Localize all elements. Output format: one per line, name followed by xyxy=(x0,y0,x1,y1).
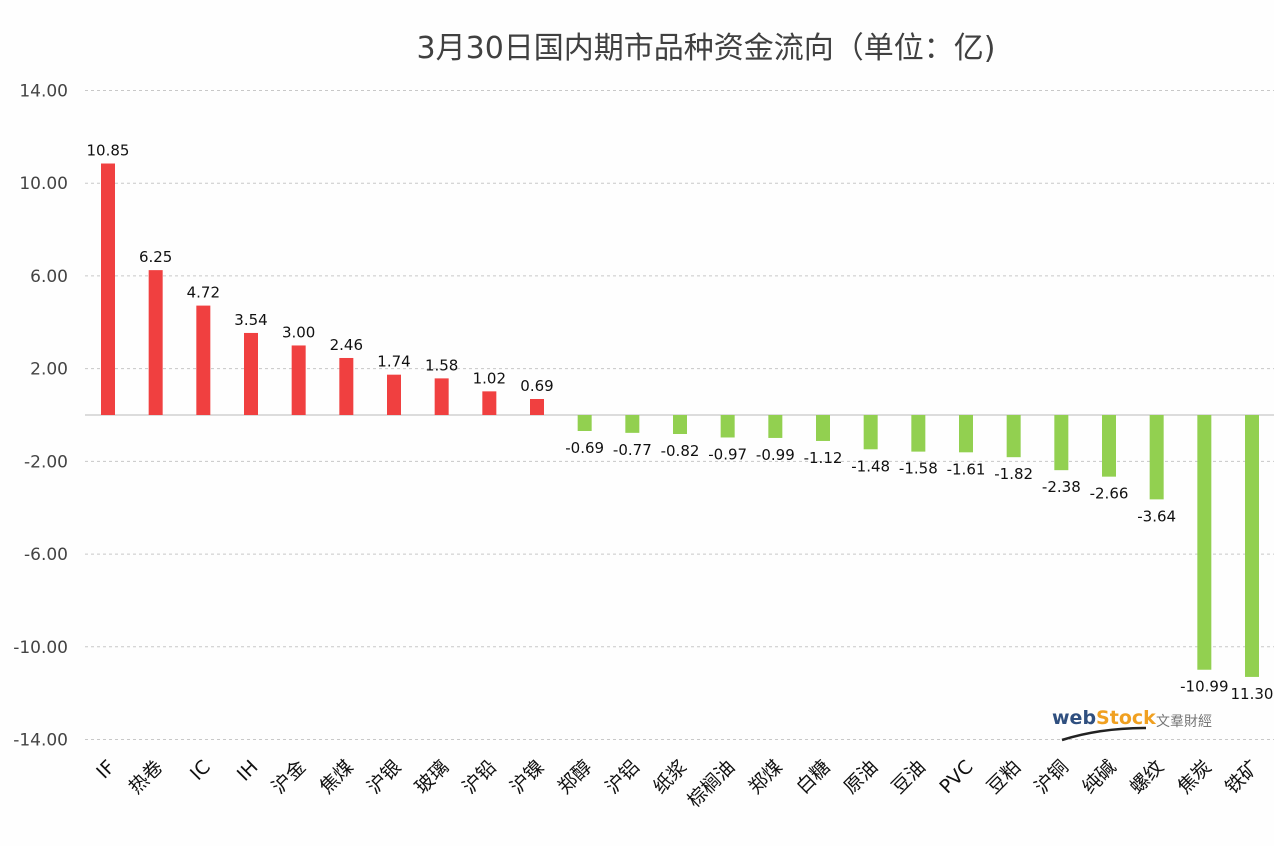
x-tick-label: 白糖 xyxy=(792,756,834,798)
x-tick-label: 棕榈油 xyxy=(683,756,739,812)
bar-棕榈油 xyxy=(720,415,735,438)
data-label: -3.64 xyxy=(1137,507,1176,525)
y-tick-label: -6.00 xyxy=(24,545,68,565)
watermark-logo: webStock 文羣財經 xyxy=(1052,707,1212,742)
x-tick-label: 豆油 xyxy=(887,756,929,798)
bar-玻璃 xyxy=(434,378,449,415)
x-tick-label: IC xyxy=(186,756,215,785)
data-label: -0.97 xyxy=(708,445,747,463)
x-tick-label: 玻璃 xyxy=(411,756,453,798)
bar-原油 xyxy=(863,415,878,450)
data-labels: 10.85 6.25 4.72 3.54 3.00 2.46 1.74 1.58 1.02 0.6… xyxy=(87,142,1274,703)
bar-沪金 xyxy=(291,345,306,415)
bar-郑煤 xyxy=(768,415,783,438)
x-tick-label: 郑煤 xyxy=(744,756,786,798)
y-tick-label: 6.00 xyxy=(30,267,68,287)
x-tick-label: 焦炭 xyxy=(1173,756,1215,798)
data-label: 11.30 xyxy=(1231,685,1274,703)
data-label: 1.74 xyxy=(377,353,410,371)
bar-沪铜 xyxy=(1054,415,1069,471)
data-label: -1.82 xyxy=(994,465,1033,483)
data-label: -0.82 xyxy=(661,442,700,460)
bar-螺纹 xyxy=(1149,415,1164,500)
x-tick-label: 铁矿 xyxy=(1221,756,1263,798)
data-label: 1.02 xyxy=(473,369,506,387)
bar-热卷 xyxy=(148,270,163,415)
bar-纯碱 xyxy=(1102,415,1116,477)
bar-沪镍 xyxy=(530,399,544,415)
data-label: -1.48 xyxy=(851,457,890,475)
y-tick-label: -10.00 xyxy=(13,638,68,658)
x-tick-label: 沪铜 xyxy=(1030,756,1072,798)
bar-焦炭 xyxy=(1197,415,1212,670)
x-tick-label: 豆粕 xyxy=(983,756,1025,798)
y-tick-label: 10.00 xyxy=(19,174,68,194)
data-label: 2.46 xyxy=(330,336,363,354)
bar-纸浆 xyxy=(673,415,687,435)
x-tick-label: 沪镍 xyxy=(506,756,548,798)
x-tick-label: 沪银 xyxy=(363,756,405,798)
x-tick-label: 原油 xyxy=(840,756,882,798)
data-label: 4.72 xyxy=(187,284,220,302)
watermark-chinese: 文羣財經 xyxy=(1156,714,1212,730)
x-tick-label: IH xyxy=(233,756,263,786)
bar-豆油 xyxy=(911,415,926,452)
data-label: 0.69 xyxy=(520,377,553,395)
x-tick-label: 沪金 xyxy=(268,756,310,798)
data-label: -1.58 xyxy=(899,460,938,478)
y-tick-label: 2.00 xyxy=(30,360,68,380)
bar-郑醇 xyxy=(577,415,592,431)
x-tick-label: 纸浆 xyxy=(649,756,691,798)
y-tick-label: -14.00 xyxy=(13,731,68,751)
bar-豆粕 xyxy=(1006,415,1021,458)
x-tick-label: 纯碱 xyxy=(1078,756,1120,798)
bar-PVC xyxy=(959,415,973,453)
bar-IC xyxy=(196,305,211,415)
chart-title: 3月30日国内期市品种资金流向（单位：亿) xyxy=(417,31,996,66)
data-label: -2.66 xyxy=(1090,485,1129,503)
bar-焦煤 xyxy=(339,357,354,415)
bar-IF xyxy=(101,163,115,415)
bar-白糖 xyxy=(816,415,830,441)
bar-沪铅 xyxy=(482,391,497,415)
y-axis: 14.00 10.00 6.00 2.00 -2.00 -6.00 -10.00 -14.00 xyxy=(13,82,68,751)
data-label: 6.25 xyxy=(139,248,172,266)
watermark-brand: webStock xyxy=(1052,707,1156,729)
x-tick-label: PVC xyxy=(935,756,977,798)
data-label: -1.61 xyxy=(947,460,986,478)
x-tick-label: 沪铝 xyxy=(601,756,643,798)
bars xyxy=(101,163,1259,677)
x-tick-label: IF xyxy=(92,756,119,783)
y-tick-label: 14.00 xyxy=(19,82,68,102)
data-label: -0.69 xyxy=(565,439,604,457)
data-label: -0.77 xyxy=(613,441,652,459)
data-label: 10.85 xyxy=(87,142,130,160)
data-label: -0.99 xyxy=(756,446,795,464)
bar-沪银 xyxy=(387,374,401,415)
x-tick-label: 沪铅 xyxy=(458,756,500,798)
bar-IH xyxy=(244,332,258,415)
data-label: 3.00 xyxy=(282,323,315,341)
data-label: -1.12 xyxy=(804,449,843,467)
data-label: 1.58 xyxy=(425,356,458,374)
bar-铁矿 xyxy=(1245,415,1259,677)
data-label: -2.38 xyxy=(1042,478,1081,496)
bar-沪铝 xyxy=(625,415,640,433)
x-tick-label: 螺纹 xyxy=(1126,756,1168,798)
x-tick-label: 郑醇 xyxy=(554,756,596,798)
x-tick-label: 热卷 xyxy=(125,756,167,798)
data-label: -10.99 xyxy=(1180,678,1228,696)
y-tick-label: -2.00 xyxy=(24,452,68,472)
x-tick-label: 焦煤 xyxy=(315,756,357,798)
data-label: 3.54 xyxy=(234,311,267,329)
